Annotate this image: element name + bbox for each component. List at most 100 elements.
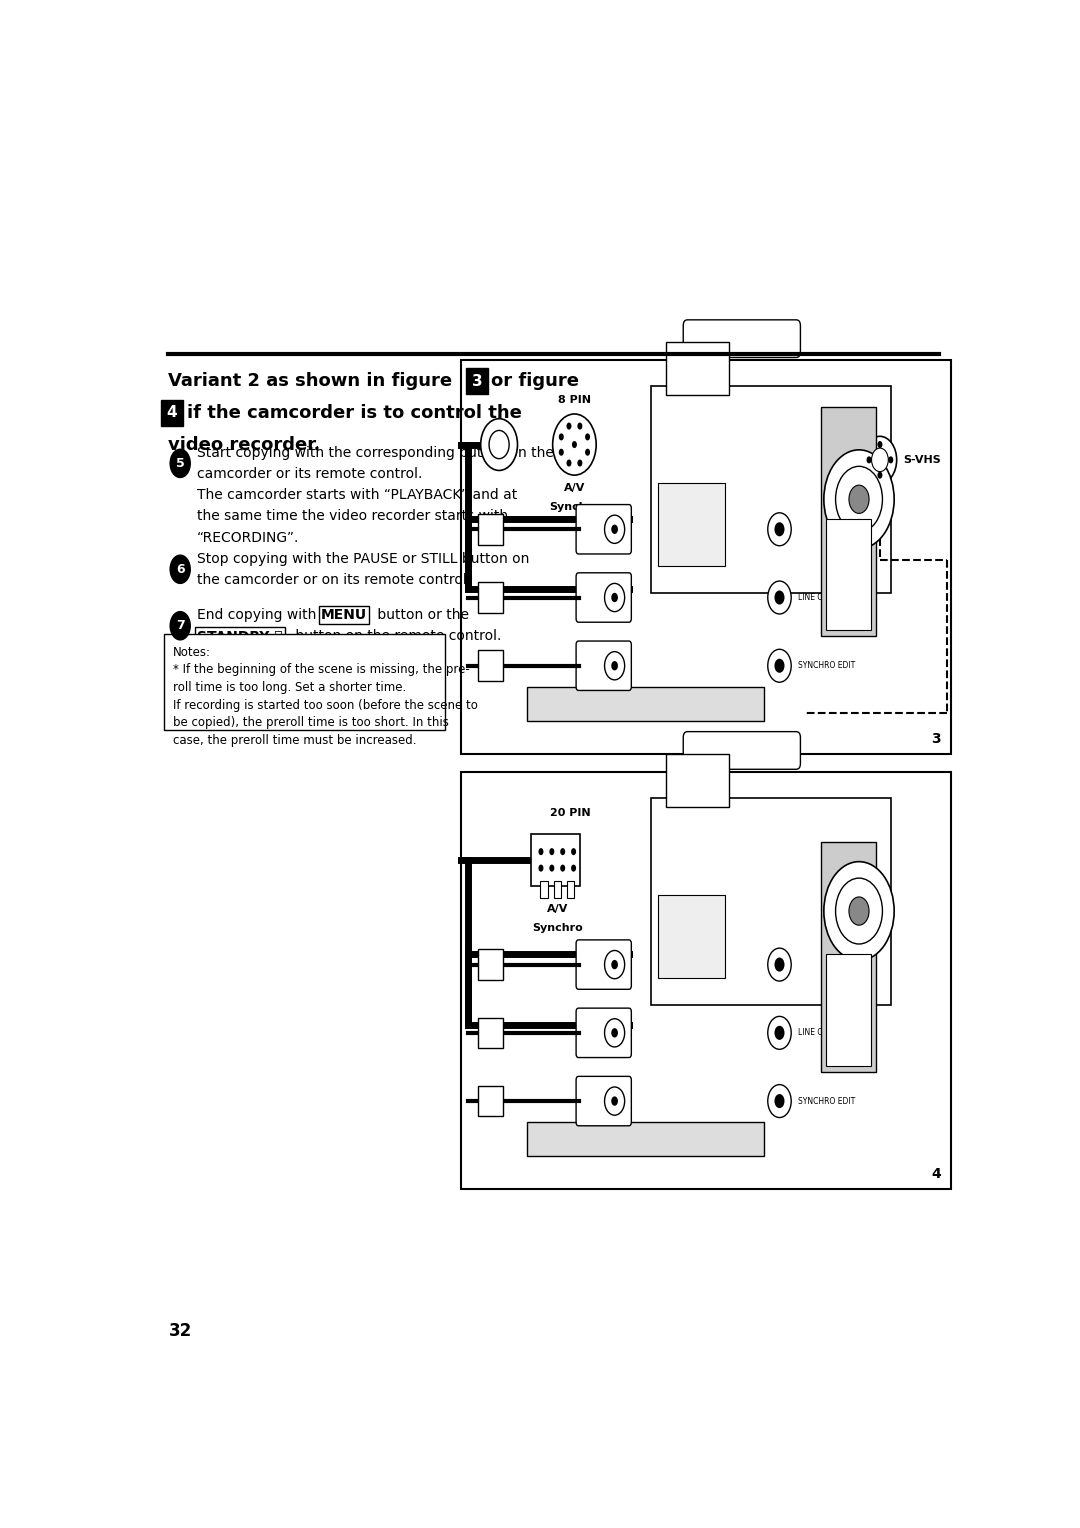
Text: End copying with the: End copying with the [197,608,348,622]
Text: 2,5mm: 2,5mm [754,972,794,983]
Bar [666,753,729,807]
Circle shape [611,1097,618,1106]
Circle shape [872,448,889,472]
Bar [826,518,870,631]
Text: 6: 6 [176,562,185,576]
Circle shape [558,434,564,440]
Text: S-VHS: S-VHS [903,455,941,465]
Text: 4: 4 [166,405,177,420]
Circle shape [774,659,784,672]
Text: * If the beginning of the scene is missing, the pre-: * If the beginning of the scene is missi… [173,663,470,677]
Text: LINE OUT: LINE OUT [798,1028,834,1038]
Circle shape [561,865,565,871]
Circle shape [877,472,882,478]
Bar [461,772,951,1189]
Bar [658,483,725,565]
Bar [658,895,725,978]
Text: 5: 5 [176,457,185,471]
Circle shape [836,466,882,532]
Circle shape [774,958,784,972]
Circle shape [605,1019,624,1047]
Circle shape [774,590,784,605]
Text: case, the preroll time must be increased.: case, the preroll time must be increased… [173,733,416,747]
Text: Stop copying with the PAUSE or STILL button on: Stop copying with the PAUSE or STILL but… [197,552,529,565]
Circle shape [567,460,571,466]
Text: If recording is started too soon (before the scene to: If recording is started too soon (before… [173,698,477,712]
Circle shape [539,865,543,871]
FancyBboxPatch shape [164,634,445,730]
Text: S-VHS: S-VHS [798,960,821,969]
FancyBboxPatch shape [684,732,800,769]
FancyBboxPatch shape [527,688,765,721]
Circle shape [571,848,576,856]
Circle shape [889,457,893,463]
Circle shape [774,523,784,536]
Circle shape [866,457,872,463]
FancyBboxPatch shape [527,1122,765,1157]
FancyBboxPatch shape [684,319,800,358]
Circle shape [578,460,582,466]
Text: LINE OUT: LINE OUT [798,593,834,602]
FancyBboxPatch shape [576,642,632,691]
Circle shape [561,848,565,856]
Text: 3,5mm/: 3,5mm/ [754,949,797,960]
Text: 8 PIN: 8 PIN [558,394,591,405]
Circle shape [171,611,190,640]
Circle shape [824,449,894,549]
Text: 3: 3 [931,732,941,746]
FancyBboxPatch shape [576,1076,632,1126]
Text: 4: 4 [931,1167,941,1181]
Text: video recorder.: video recorder. [168,435,321,454]
Circle shape [572,442,577,448]
Circle shape [836,879,882,944]
Text: Synchro: Synchro [532,923,583,934]
Circle shape [578,423,582,429]
Text: 3: 3 [472,373,483,388]
Circle shape [567,423,571,429]
Text: SYNCHRO EDIT: SYNCHRO EDIT [798,662,855,671]
FancyBboxPatch shape [576,1008,632,1057]
Text: 2,5mm: 2,5mm [754,561,794,571]
Circle shape [611,960,618,969]
Text: 7: 7 [176,619,185,633]
Bar [554,882,561,897]
Bar [478,513,503,544]
Bar [540,882,548,897]
Circle shape [605,584,624,611]
Text: if the camcorder is to control the: if the camcorder is to control the [187,403,522,422]
Text: “RECORDING”.: “RECORDING”. [197,530,299,544]
Circle shape [605,1086,624,1115]
Circle shape [849,897,869,924]
FancyBboxPatch shape [531,834,580,886]
Circle shape [774,1094,784,1108]
Text: Notes:: Notes: [173,646,211,659]
FancyBboxPatch shape [467,368,488,394]
FancyBboxPatch shape [651,798,891,1004]
Text: the camcorder or on its remote control.: the camcorder or on its remote control. [197,573,471,587]
Circle shape [550,848,554,856]
Text: MENU: MENU [321,608,367,622]
Circle shape [611,662,618,671]
Circle shape [768,513,792,545]
Circle shape [768,947,792,981]
Circle shape [824,862,894,961]
Text: Start copying with the corresponding button on the: Start copying with the corresponding but… [197,446,554,460]
FancyBboxPatch shape [576,504,632,555]
Text: A/V: A/V [546,905,568,914]
Circle shape [768,1085,792,1117]
Circle shape [768,649,792,681]
Circle shape [558,449,564,455]
Circle shape [489,431,509,458]
Circle shape [585,434,590,440]
Bar [821,842,876,1071]
FancyBboxPatch shape [161,400,183,426]
Text: 20 PIN: 20 PIN [550,808,591,817]
FancyBboxPatch shape [576,573,632,622]
Circle shape [768,581,792,614]
Circle shape [605,651,624,680]
Circle shape [553,414,596,475]
Bar [478,949,503,979]
Text: or figure: or figure [490,371,579,390]
Text: The camcorder starts with “PLAYBACK” and at: The camcorder starts with “PLAYBACK” and… [197,487,517,503]
Text: camcorder or its remote control.: camcorder or its remote control. [197,468,422,481]
